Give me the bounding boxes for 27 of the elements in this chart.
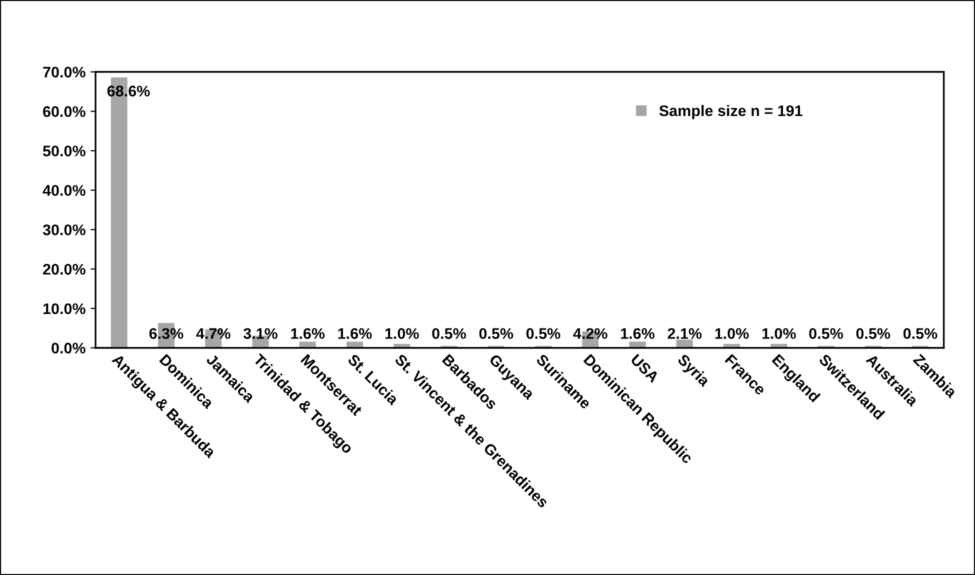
data-label: 0.5%: [856, 328, 890, 339]
data-label: 3.1%: [243, 328, 278, 339]
y-tick-label: 20.0%: [43, 264, 86, 275]
data-label: 1.0%: [715, 328, 749, 339]
data-label: 2.1%: [668, 328, 702, 339]
data-label: 0.5%: [903, 328, 938, 339]
data-label: 68.6%: [107, 86, 150, 97]
y-tick-label: 40.0%: [42, 185, 86, 196]
data-label: 4.7%: [196, 328, 230, 339]
y-tick-label: 60.0%: [43, 106, 86, 117]
data-label: 1.6%: [621, 328, 654, 339]
y-tick-label: 10.0%: [43, 303, 86, 314]
y-tick-label: 0.0%: [52, 342, 86, 354]
y-tick-label: 50.0%: [42, 146, 86, 156]
data-label: 6.3%: [149, 328, 184, 339]
y-tick-label: 30.0%: [42, 224, 86, 236]
data-label: 1.0%: [385, 328, 419, 339]
y-tick-label: 70.0%: [43, 66, 86, 78]
legend-label: Sample size n = 191: [659, 104, 802, 120]
data-label: 0.5%: [479, 328, 514, 339]
data-label: 1.6%: [338, 328, 372, 339]
data-label: 4.2%: [573, 328, 608, 339]
data-label: 1.0%: [762, 328, 796, 339]
data-label: 0.5%: [526, 328, 560, 339]
data-label: 1.6%: [291, 328, 325, 339]
data-label: 0.5%: [809, 328, 843, 339]
data-label: 0.5%: [432, 328, 466, 339]
